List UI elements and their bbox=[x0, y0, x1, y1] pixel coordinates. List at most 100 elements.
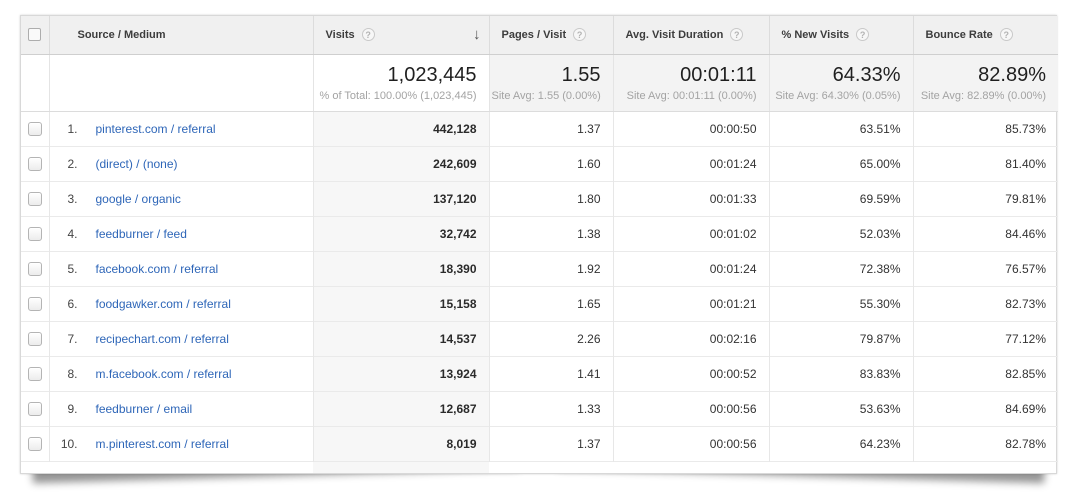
avg-visit-duration-cell: 00:01:33 bbox=[612, 180, 769, 216]
new-visits-cell: 52.03% bbox=[768, 215, 913, 251]
visits-cell: 13,924 bbox=[312, 355, 489, 391]
summary-pages-cell: 1.55 Site Avg: 1.55 (0.00%) bbox=[488, 54, 613, 112]
row-rank: 10. bbox=[60, 436, 78, 451]
row-check-cell bbox=[21, 355, 49, 391]
column-header-source-medium[interactable]: Source / Medium bbox=[48, 16, 313, 55]
row-rank: 1. bbox=[67, 121, 78, 136]
source-medium-link[interactable]: pinterest.com / referral bbox=[95, 121, 216, 136]
help-icon[interactable]: ? bbox=[573, 28, 587, 42]
source-medium-link[interactable]: feedburner / email bbox=[95, 401, 193, 416]
source-cell: 2. (direct) / (none) bbox=[48, 145, 313, 181]
visits-cell: 12,687 bbox=[312, 390, 489, 426]
pages-per-visit-total: 1.55 bbox=[561, 63, 601, 86]
new-visits-total: 64.33% bbox=[832, 63, 901, 86]
visits-header-label: Visits bbox=[325, 28, 355, 41]
source-cell: 9. feedburner / email bbox=[48, 390, 313, 426]
column-header-avg-visit-duration[interactable]: Avg. Visit Duration ? bbox=[612, 16, 769, 55]
row-rank: 4. bbox=[67, 226, 78, 241]
summary-visits-cell: 1,023,445 % of Total: 100.00% (1,023,445… bbox=[312, 54, 489, 112]
row-checkbox[interactable] bbox=[27, 121, 42, 136]
row-checkbox[interactable] bbox=[27, 191, 42, 206]
row-checkbox[interactable] bbox=[27, 436, 42, 451]
select-all-checkbox[interactable] bbox=[28, 28, 42, 42]
bounce-rate-cell: 77.12% bbox=[912, 320, 1058, 356]
table-row: 10. m.pinterest.com / referral 8,019 1.37… bbox=[21, 425, 1058, 461]
new-visits-cell: 53.63% bbox=[768, 390, 913, 426]
source-cell: 3. google / organic bbox=[48, 180, 313, 216]
row-checkbox[interactable] bbox=[27, 261, 42, 276]
row-checkbox[interactable] bbox=[27, 366, 42, 381]
source-cell: 1. pinterest.com / referral bbox=[48, 110, 313, 146]
summary-new-visits-cell: 64.33% Site Avg: 64.30% (0.05%) bbox=[768, 54, 913, 112]
visits-cell: 242,609 bbox=[312, 145, 489, 181]
avg-visit-duration-total: 00:01:11 bbox=[680, 63, 757, 86]
bounce-rate-cell: 82.73% bbox=[912, 285, 1058, 321]
row-check-cell bbox=[21, 145, 49, 181]
source-medium-link[interactable]: (direct) / (none) bbox=[95, 156, 178, 171]
avg-visit-duration-cell: 00:00:56 bbox=[612, 390, 769, 426]
visits-cell: 14,537 bbox=[312, 320, 489, 356]
row-checkbox[interactable] bbox=[27, 226, 42, 241]
new-visits-cell: 69.59% bbox=[768, 180, 913, 216]
avg-visit-duration-header-label: Avg. Visit Duration bbox=[625, 28, 724, 41]
table-row: 6. foodgawker.com / referral 15,158 1.65 … bbox=[21, 285, 1058, 321]
summary-bounce-cell: 82.89% Site Avg: 82.89% (0.00%) bbox=[912, 54, 1058, 112]
help-icon[interactable]: ? bbox=[730, 28, 744, 42]
row-check-cell bbox=[21, 215, 49, 251]
source-medium-link[interactable]: google / organic bbox=[95, 191, 181, 206]
bounce-rate-cell: 79.81% bbox=[912, 180, 1058, 216]
visits-cell: 18,390 bbox=[312, 250, 489, 286]
help-icon[interactable]: ? bbox=[856, 28, 870, 42]
ga-sources-table: Source / Medium Visits ? ↓ Pages / Visit… bbox=[20, 15, 1058, 474]
bounce-rate-subtext: Site Avg: 82.89% (0.00%) bbox=[920, 89, 1046, 102]
column-header-new-visits[interactable]: % New Visits ? bbox=[768, 16, 913, 55]
row-check-cell bbox=[21, 180, 49, 216]
avg-visit-duration-cell: 00:00:52 bbox=[612, 355, 769, 391]
avg-visit-duration-cell: 00:01:24 bbox=[612, 145, 769, 181]
table-header-row: Source / Medium Visits ? ↓ Pages / Visit… bbox=[21, 16, 1058, 55]
summary-row: 1,023,445 % of Total: 100.00% (1,023,445… bbox=[21, 54, 1058, 112]
pages-per-visit-cell: 1.80 bbox=[488, 180, 613, 216]
pages-per-visit-cell: 1.92 bbox=[488, 250, 613, 286]
help-icon[interactable]: ? bbox=[999, 28, 1013, 42]
visits-cell: 137,120 bbox=[312, 180, 489, 216]
source-cell: 5. facebook.com / referral bbox=[48, 250, 313, 286]
row-check-cell bbox=[21, 320, 49, 356]
source-medium-link[interactable]: m.facebook.com / referral bbox=[95, 366, 232, 381]
table-row: 1. pinterest.com / referral 442,128 1.37 … bbox=[21, 110, 1058, 146]
bounce-rate-cell: 85.73% bbox=[912, 110, 1058, 146]
summary-check-cell bbox=[21, 54, 49, 112]
pages-per-visit-cell: 1.37 bbox=[488, 425, 613, 461]
help-icon[interactable]: ? bbox=[361, 28, 375, 42]
bounce-rate-cell: 82.78% bbox=[912, 425, 1058, 461]
source-medium-link[interactable]: recipechart.com / referral bbox=[95, 331, 229, 346]
new-visits-cell: 79.87% bbox=[768, 320, 913, 356]
row-check-cell bbox=[21, 425, 49, 461]
row-rank: 8. bbox=[67, 366, 78, 381]
column-header-visits[interactable]: Visits ? ↓ bbox=[312, 16, 489, 55]
source-medium-link[interactable]: foodgawker.com / referral bbox=[95, 296, 231, 311]
column-header-pages-per-visit[interactable]: Pages / Visit ? bbox=[488, 16, 613, 55]
source-cell: 4. feedburner / feed bbox=[48, 215, 313, 251]
sort-descending-icon[interactable]: ↓ bbox=[473, 26, 481, 44]
row-checkbox[interactable] bbox=[27, 156, 42, 171]
table-row: 7. recipechart.com / referral 14,537 2.26… bbox=[21, 320, 1058, 356]
source-medium-link[interactable]: m.pinterest.com / referral bbox=[95, 436, 229, 451]
pages-per-visit-cell: 1.38 bbox=[488, 215, 613, 251]
row-rank: 7. bbox=[67, 331, 78, 346]
avg-visit-duration-cell: 00:00:56 bbox=[612, 425, 769, 461]
source-cell: 6. foodgawker.com / referral bbox=[48, 285, 313, 321]
source-medium-link[interactable]: facebook.com / referral bbox=[95, 261, 219, 276]
new-visits-cell: 55.30% bbox=[768, 285, 913, 321]
row-checkbox[interactable] bbox=[27, 401, 42, 416]
row-rank: 9. bbox=[67, 401, 78, 416]
row-checkbox[interactable] bbox=[27, 331, 42, 346]
column-header-bounce-rate[interactable]: Bounce Rate ? bbox=[912, 16, 1058, 55]
source-medium-link[interactable]: feedburner / feed bbox=[95, 226, 187, 241]
avg-visit-duration-cell: 00:01:24 bbox=[612, 250, 769, 286]
source-cell: 8. m.facebook.com / referral bbox=[48, 355, 313, 391]
pages-per-visit-cell: 1.65 bbox=[488, 285, 613, 321]
row-checkbox[interactable] bbox=[27, 296, 42, 311]
new-visits-header-label: % New Visits bbox=[781, 28, 850, 41]
table-bottom-spacer bbox=[21, 460, 1058, 473]
